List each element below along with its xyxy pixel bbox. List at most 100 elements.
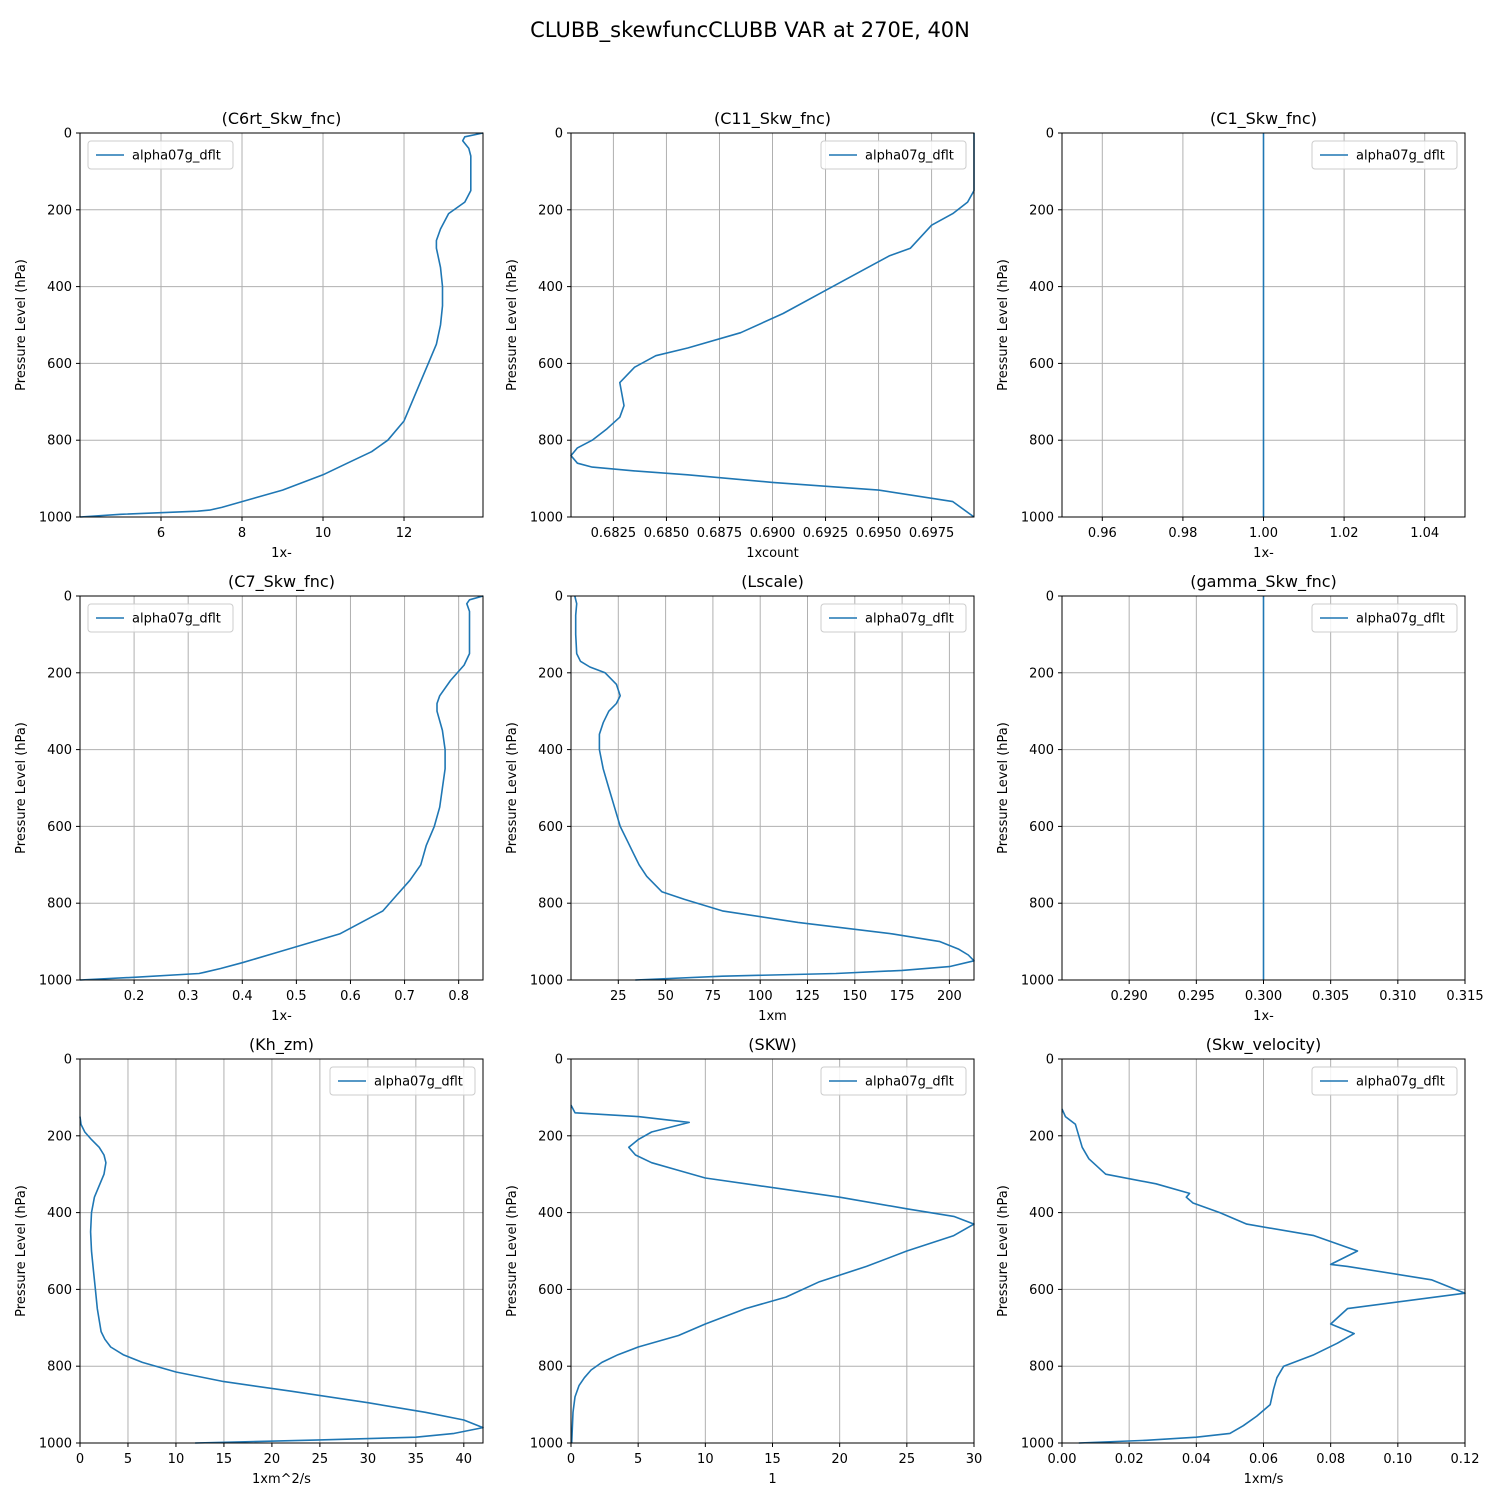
axes-frame	[79, 1058, 484, 1444]
x-tick-label: 0.3	[178, 989, 199, 1004]
x-axis-label: 1xm/s	[1244, 1472, 1284, 1487]
x-tick-label: 0.6900	[750, 526, 796, 541]
subplot-title: (gamma_Skw_fnc)	[1190, 572, 1337, 592]
x-axis-label: 1x-	[1253, 546, 1274, 561]
y-tick-label: 400	[1029, 1206, 1054, 1221]
x-tick-label: 5	[124, 1452, 132, 1467]
y-tick-label: 200	[1029, 1129, 1054, 1144]
subplot-title: (C1_Skw_fnc)	[1210, 109, 1317, 129]
series-line	[79, 1116, 484, 1444]
legend-label: alpha07g_dflt	[1356, 149, 1445, 164]
subplot-4: 0.2 0.3 0.4 0.5 0.6 0.7 0.8 0 200 400 600 800 1000 1x…	[14, 572, 484, 1024]
x-tick-label: 175	[890, 989, 915, 1004]
x-tick-label: 10	[697, 1452, 714, 1467]
y-tick-label: 1000	[1021, 974, 1054, 989]
y-tick-label: 600	[538, 820, 563, 835]
series-line	[79, 595, 484, 981]
subplot-title: (SKW)	[748, 1035, 796, 1054]
y-tick-label: 1000	[1021, 1437, 1054, 1452]
x-tick-label: 0.7	[394, 989, 415, 1004]
y-tick-label: 600	[47, 357, 72, 372]
series-line	[574, 595, 975, 981]
y-tick-label: 800	[1029, 897, 1054, 912]
y-axis-label: Pressure Level (hPa)	[505, 259, 520, 391]
y-tick-label: 800	[1029, 1360, 1054, 1375]
y-tick-label: 200	[47, 203, 72, 218]
x-tick-label: 0.4	[232, 989, 253, 1004]
y-tick-label: 200	[538, 1129, 563, 1144]
x-axis-label: 1xcount	[746, 546, 798, 561]
legend-label: alpha07g_dflt	[865, 612, 954, 627]
x-tick-label: 0.8	[448, 989, 469, 1004]
x-tick-label: 1.04	[1410, 526, 1439, 541]
y-tick-label: 800	[47, 1360, 72, 1375]
y-tick-label: 1000	[530, 511, 563, 526]
legend: alpha07g_dflt	[1311, 603, 1458, 633]
subplot-2: 0.6825 0.6850 0.6875 0.6900 0.6925 0.6950 0.69…	[505, 109, 975, 561]
y-tick-label: 1000	[530, 1437, 563, 1452]
y-tick-label: 0	[555, 127, 563, 142]
y-axis-label: Pressure Level (hPa)	[14, 722, 29, 854]
x-tick-label: 10	[315, 526, 332, 541]
x-tick-label: 25	[899, 1452, 916, 1467]
subplot-7: 0 5 10 15 20 25 30 35 40020040060080010001xm^2/s…	[14, 1035, 484, 1487]
y-tick-label: 200	[47, 1129, 72, 1144]
x-tick-label: 0.6850	[644, 526, 690, 541]
legend-label: alpha07g_dflt	[132, 149, 221, 164]
x-tick-label: 0.06	[1249, 1452, 1278, 1467]
legend: alpha07g_dflt	[1311, 140, 1458, 170]
y-axis-label: Pressure Level (hPa)	[14, 259, 29, 391]
legend: alpha07g_dflt	[820, 1066, 967, 1096]
subplot-title: (Skw_velocity)	[1206, 1035, 1322, 1055]
legend-box	[1311, 603, 1458, 633]
x-tick-label: 0	[76, 1452, 84, 1467]
y-tick-label: 0	[64, 127, 72, 142]
axes-frame	[79, 595, 484, 981]
x-axis-label: 1xm^2/s	[252, 1472, 311, 1487]
x-tick-label: 0.10	[1383, 1452, 1412, 1467]
legend-box	[1311, 140, 1458, 170]
y-axis-label: Pressure Level (hPa)	[996, 1185, 1011, 1317]
x-tick-label: 150	[842, 989, 867, 1004]
legend-label: alpha07g_dflt	[374, 1075, 463, 1090]
subplot-title: (C7_Skw_fnc)	[228, 572, 335, 592]
x-tick-label: 0.6975	[909, 526, 955, 541]
x-tick-label: 35	[408, 1452, 425, 1467]
legend-box	[820, 140, 967, 170]
x-tick-label: 0.6950	[856, 526, 902, 541]
x-tick-label: 100	[748, 989, 773, 1004]
x-tick-label: 0.300	[1245, 989, 1282, 1004]
legend: alpha07g_dflt	[87, 140, 234, 170]
x-tick-label: 25	[610, 989, 627, 1004]
legend-label: alpha07g_dflt	[132, 612, 221, 627]
y-tick-label: 0	[1046, 1053, 1054, 1068]
legend: alpha07g_dflt	[87, 603, 234, 633]
x-tick-label: 0.5	[286, 989, 307, 1004]
legend-label: alpha07g_dflt	[865, 1075, 954, 1090]
x-tick-label: 0	[567, 1452, 575, 1467]
y-tick-label: 0	[1046, 590, 1054, 605]
y-tick-label: 0	[64, 590, 72, 605]
subplot-9: 0.00 0.02 0.04 0.06 0.08 0.10 0.12 0 200 400 600 80…	[996, 1035, 1479, 1487]
y-tick-label: 200	[1029, 203, 1054, 218]
y-tick-label: 600	[47, 820, 72, 835]
x-tick-label: 0.305	[1312, 989, 1349, 1004]
subplot-3: 0.96 0.98 1.00 1.02 1.04 0 200 400 600 800 1000 1x-…	[996, 109, 1466, 561]
y-tick-label: 400	[538, 1206, 563, 1221]
legend: alpha07g_dflt	[1311, 1066, 1458, 1096]
x-tick-label: 8	[238, 526, 246, 541]
subplot-title: (Lscale)	[741, 572, 804, 591]
y-tick-label: 800	[47, 434, 72, 449]
x-tick-label: 0.98	[1168, 526, 1197, 541]
y-tick-label: 0	[555, 1053, 563, 1068]
x-tick-label: 25	[312, 1452, 329, 1467]
y-tick-label: 400	[1029, 743, 1054, 758]
legend-label: alpha07g_dflt	[1356, 612, 1445, 627]
subplot-title: (Kh_zm)	[249, 1035, 314, 1055]
x-tick-label: 0.02	[1115, 1452, 1144, 1467]
y-tick-label: 600	[1029, 820, 1054, 835]
x-tick-label: 0.295	[1178, 989, 1215, 1004]
y-tick-label: 600	[538, 1283, 563, 1298]
